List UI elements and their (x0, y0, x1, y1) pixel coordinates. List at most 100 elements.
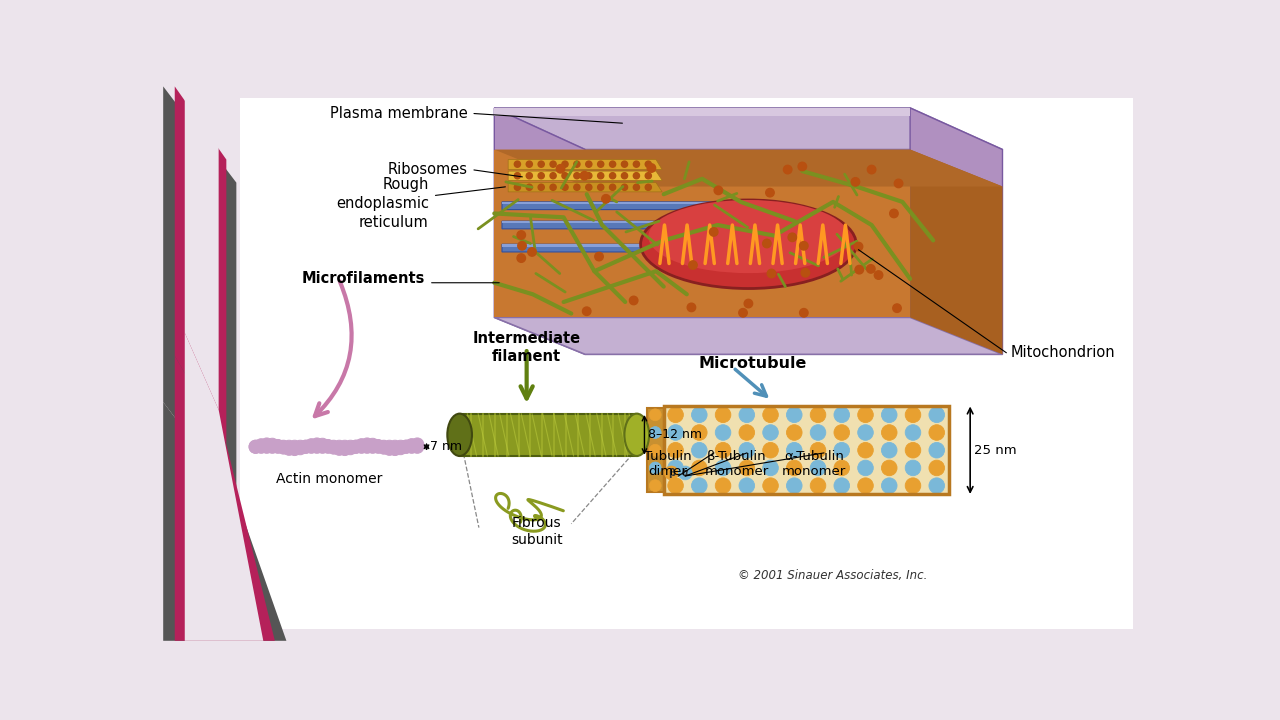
Circle shape (355, 440, 369, 454)
Circle shape (526, 173, 532, 179)
Circle shape (763, 442, 778, 458)
Circle shape (344, 441, 357, 455)
Circle shape (517, 254, 526, 262)
Text: © 2001 Sinauer Associates, Inc.: © 2001 Sinauer Associates, Inc. (739, 569, 928, 582)
Text: Actin monomer: Actin monomer (275, 472, 381, 486)
Circle shape (882, 425, 897, 441)
Circle shape (586, 184, 591, 190)
Circle shape (598, 184, 604, 190)
Circle shape (371, 439, 385, 453)
Circle shape (586, 173, 591, 179)
Circle shape (835, 478, 850, 493)
Circle shape (763, 425, 778, 441)
Circle shape (649, 444, 662, 456)
Circle shape (321, 440, 334, 454)
Circle shape (316, 438, 329, 451)
Circle shape (526, 184, 532, 190)
Circle shape (649, 462, 662, 474)
Circle shape (550, 173, 557, 179)
Circle shape (874, 271, 883, 279)
Circle shape (406, 438, 419, 451)
Circle shape (399, 440, 412, 453)
Circle shape (739, 425, 755, 441)
Circle shape (649, 409, 662, 420)
Circle shape (338, 443, 351, 456)
Circle shape (786, 425, 803, 441)
Circle shape (621, 184, 627, 190)
Circle shape (801, 269, 810, 277)
Circle shape (668, 425, 684, 441)
Circle shape (788, 233, 796, 241)
Circle shape (905, 442, 920, 458)
Polygon shape (508, 160, 662, 169)
Polygon shape (910, 150, 1002, 354)
Circle shape (371, 440, 385, 454)
Circle shape (645, 184, 652, 190)
Circle shape (310, 438, 324, 451)
Circle shape (854, 243, 863, 251)
Circle shape (905, 478, 920, 493)
Circle shape (835, 407, 850, 423)
Circle shape (609, 161, 616, 167)
Circle shape (851, 178, 860, 186)
Circle shape (868, 166, 876, 174)
Circle shape (305, 438, 317, 451)
Circle shape (786, 407, 803, 423)
Circle shape (538, 173, 544, 179)
Circle shape (630, 296, 637, 305)
Circle shape (361, 438, 374, 451)
Text: Microtubule: Microtubule (699, 356, 806, 371)
Circle shape (383, 440, 396, 454)
Text: Ribosomes: Ribosomes (388, 162, 467, 177)
Circle shape (388, 443, 402, 456)
Circle shape (668, 478, 684, 493)
Text: Tubulin
dimer: Tubulin dimer (644, 450, 691, 478)
Ellipse shape (447, 414, 472, 456)
Circle shape (328, 441, 340, 454)
Circle shape (355, 438, 369, 451)
FancyBboxPatch shape (241, 98, 1133, 629)
Circle shape (905, 425, 920, 441)
Polygon shape (664, 406, 948, 495)
Circle shape (609, 184, 616, 190)
Circle shape (716, 478, 731, 493)
Text: 25 nm: 25 nm (974, 444, 1016, 456)
Circle shape (691, 425, 707, 441)
Circle shape (260, 438, 274, 451)
Circle shape (366, 438, 379, 451)
Circle shape (882, 442, 897, 458)
Circle shape (411, 438, 424, 451)
Circle shape (929, 478, 945, 493)
Circle shape (378, 441, 390, 454)
Circle shape (300, 440, 312, 454)
Polygon shape (184, 333, 264, 641)
Circle shape (786, 478, 803, 493)
Circle shape (858, 478, 873, 493)
Polygon shape (502, 244, 764, 246)
Circle shape (378, 440, 390, 454)
Polygon shape (494, 150, 910, 318)
Circle shape (333, 442, 346, 455)
Circle shape (288, 443, 301, 456)
Circle shape (573, 184, 580, 190)
Polygon shape (460, 414, 636, 456)
Polygon shape (502, 221, 780, 229)
Circle shape (515, 161, 521, 167)
Circle shape (349, 440, 362, 453)
Circle shape (858, 425, 873, 441)
Polygon shape (175, 86, 227, 444)
Text: Plasma membrane: Plasma membrane (330, 106, 467, 121)
Circle shape (645, 173, 652, 179)
Circle shape (763, 239, 771, 248)
Text: β-Tubulin
monomer: β-Tubulin monomer (705, 450, 769, 478)
Circle shape (716, 442, 731, 458)
Circle shape (383, 442, 396, 455)
Circle shape (858, 442, 873, 458)
Polygon shape (184, 86, 219, 410)
Circle shape (648, 163, 655, 172)
Circle shape (810, 460, 826, 476)
Circle shape (293, 441, 307, 455)
Circle shape (634, 161, 640, 167)
Polygon shape (502, 221, 764, 223)
Circle shape (810, 478, 826, 493)
